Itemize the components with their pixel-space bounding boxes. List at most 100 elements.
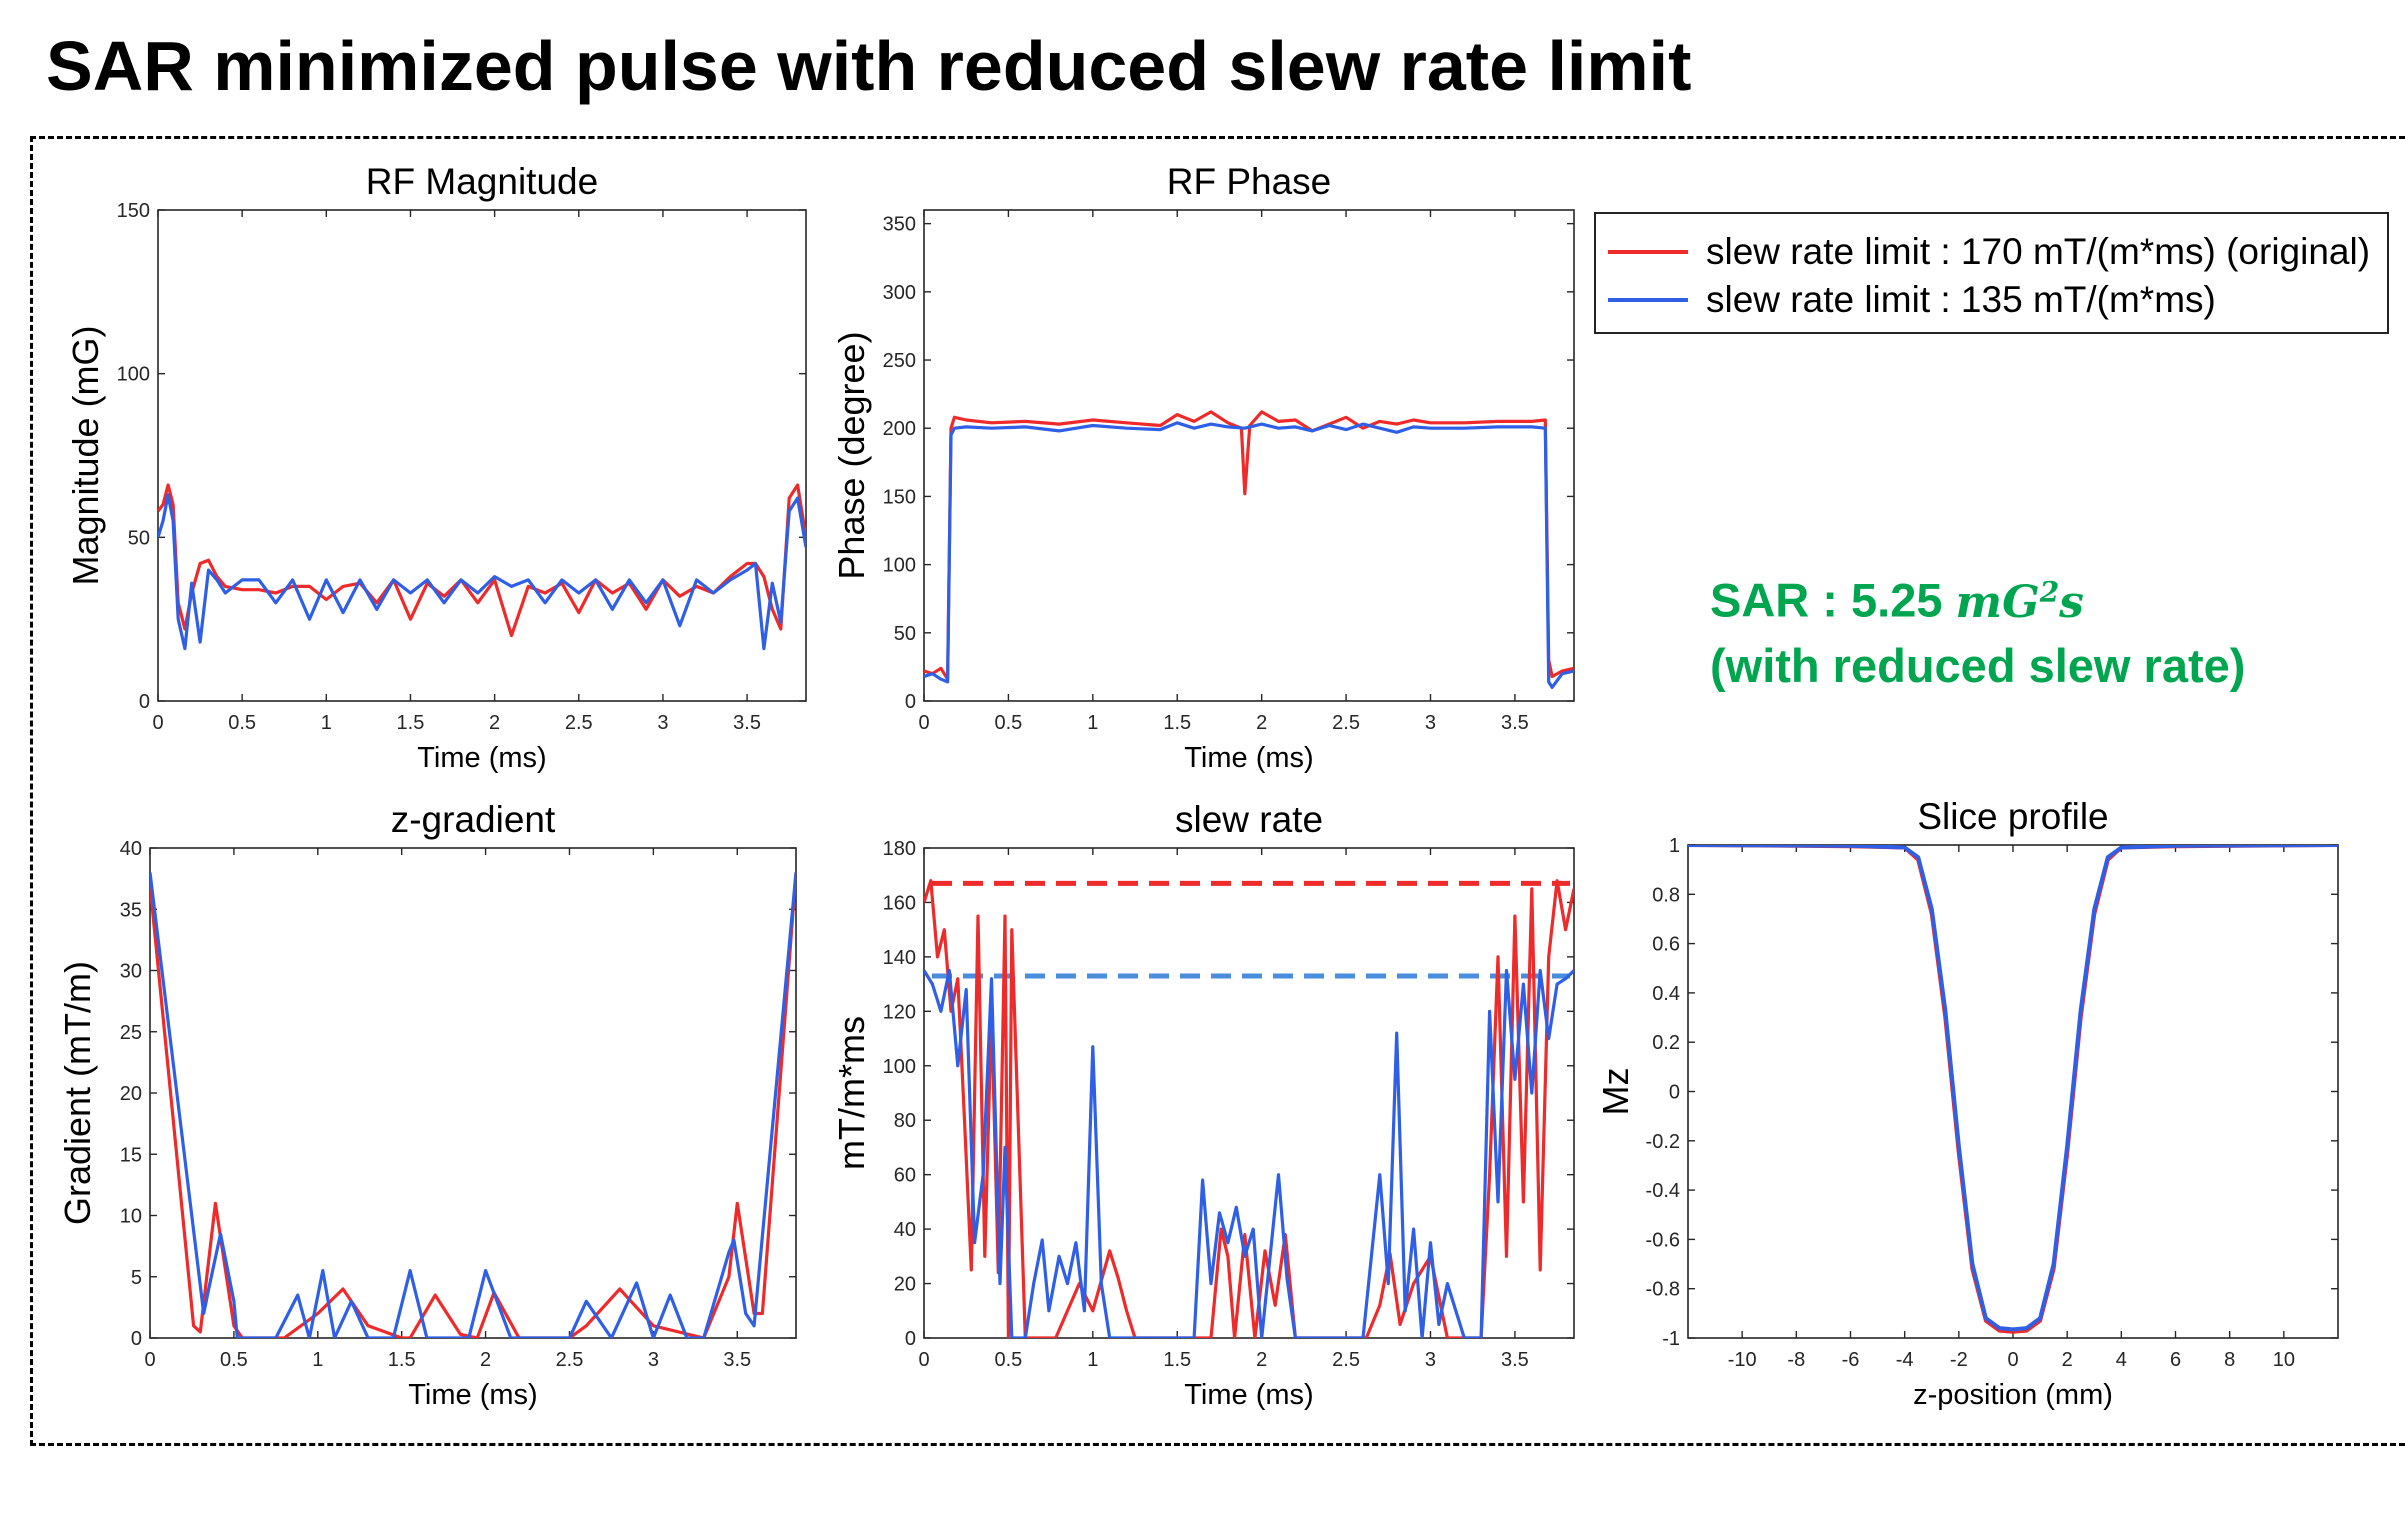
sar-annotation: SAR : 5.25 mG2s (with reduced slew rate): [1710, 560, 2245, 697]
slice-profile-xtick-label: 2: [2062, 1349, 2073, 1371]
slew-rate-ytick-label: 120: [883, 1001, 916, 1023]
rf-magnitude-xtick-label: 3.5: [733, 712, 761, 734]
rf-phase-xtick-label: 3: [1425, 712, 1436, 734]
rf-phase-series-reduced: [924, 421, 1574, 690]
z-gradient-xtick-label: 0.5: [220, 1349, 248, 1371]
rf-phase-xtick-label: 3.5: [1501, 712, 1529, 734]
slew-rate-series-reduced: [924, 968, 1574, 1338]
rf-magnitude-xtick-label: 2.5: [565, 712, 593, 734]
rf-magnitude-xtick-label: 3: [657, 712, 668, 734]
rf-magnitude-xtick-label: 2: [489, 712, 500, 734]
rf-magnitude-ylabel: Magnitude (mG): [65, 325, 106, 585]
z-gradient-series-original: [150, 872, 796, 1338]
rf-phase-title: RF Phase: [1167, 161, 1332, 202]
slice-profile-xtick-label: -2: [1950, 1349, 1968, 1371]
z-gradient-xtick-label: 0: [144, 1349, 155, 1371]
slice-profile-xtick-label: 0: [2007, 1349, 2018, 1371]
slice-profile-xlabel: z-position (mm): [1913, 1379, 2113, 1411]
slice-profile-xtick-label: 6: [2170, 1349, 2181, 1371]
slice-profile-ytick-label: -0.8: [1646, 1279, 1680, 1301]
rf-phase-ylabel: Phase (degree): [831, 331, 872, 579]
slice-profile-ytick-label: 0.2: [1652, 1032, 1680, 1054]
rf-phase-ytick-label: 300: [883, 282, 916, 304]
slice-profile-ytick-label: -0.6: [1646, 1229, 1680, 1251]
rf-phase-ytick-label: 50: [894, 623, 916, 645]
slice-profile-xtick-label: -4: [1896, 1349, 1914, 1371]
z-gradient-ylabel: Gradient (mT/m): [57, 961, 98, 1225]
slice-profile-ytick-label: -0.4: [1646, 1180, 1680, 1202]
slew-rate-ytick-label: 140: [883, 947, 916, 969]
rf-phase-xtick-label: 0: [918, 712, 929, 734]
z-gradient-ytick-label: 10: [120, 1206, 142, 1228]
rf-magnitude-title: RF Magnitude: [366, 161, 598, 202]
rf-phase-ytick-label: 200: [883, 418, 916, 440]
legend-line-red: [1608, 250, 1688, 254]
slew-rate-ytick-label: 160: [883, 892, 916, 914]
sar-note: (with reduced slew rate): [1710, 638, 2246, 692]
rf-phase-ytick-label: 350: [883, 214, 916, 236]
slice-profile-ytick-label: -0.2: [1646, 1131, 1680, 1153]
rf-magnitude-ytick-label: 50: [128, 527, 150, 549]
slew-rate-xtick-label: 1.5: [1163, 1349, 1191, 1371]
rf-phase-xtick-label: 0.5: [995, 712, 1023, 734]
z-gradient-ytick-label: 25: [120, 1022, 142, 1044]
z-gradient-ytick-label: 20: [120, 1083, 142, 1105]
slew-rate-ylabel: mT/m*ms: [831, 1016, 872, 1170]
slide-title: SAR minimized pulse with reduced slew ra…: [46, 27, 1692, 105]
legend-entry-original: slew rate limit : 170 mT/(m*ms) (origina…: [1608, 231, 2371, 272]
slice-profile-title: Slice profile: [1917, 796, 2108, 837]
slew-rate-ytick-label: 20: [894, 1274, 916, 1296]
rf-phase-xlabel: Time (ms): [1184, 742, 1313, 774]
slice-profile-axes-box: [1687, 844, 2339, 1339]
slew-rate-xtick-label: 2: [1256, 1349, 1267, 1371]
z-gradient-axes-box: [149, 847, 797, 1339]
rf-phase-xtick-label: 2.5: [1332, 712, 1360, 734]
rf-magnitude-ytick-label: 0: [139, 691, 150, 713]
slew-rate-ytick-label: 40: [894, 1219, 916, 1241]
z-gradient-xtick-label: 1: [312, 1349, 323, 1371]
slew-rate-xtick-label: 0.5: [995, 1349, 1023, 1371]
z-gradient-title: z-gradient: [391, 799, 556, 840]
slice-profile-ytick-label: 0.4: [1652, 983, 1680, 1005]
rf-magnitude-ytick-label: 100: [117, 364, 150, 386]
rf-magnitude-xtick-label: 0.5: [228, 712, 256, 734]
slew-rate-ytick-label: 80: [894, 1110, 916, 1132]
legend-line-blue: [1608, 298, 1688, 302]
slew-rate-xtick-label: 1: [1087, 1349, 1098, 1371]
z-gradient-ytick-label: 30: [120, 961, 142, 983]
z-gradient-ytick-label: 5: [131, 1267, 142, 1289]
slew-rate-xtick-label: 0: [918, 1349, 929, 1371]
rf-magnitude-xlabel: Time (ms): [417, 742, 546, 774]
rf-phase-ytick-label: 150: [883, 486, 916, 508]
slice-profile-xtick-label: -8: [1787, 1349, 1805, 1371]
z-gradient-xtick-label: 3.5: [723, 1349, 751, 1371]
slice-profile-xtick-label: 10: [2273, 1349, 2295, 1371]
slew-rate-ytick-label: 100: [883, 1056, 916, 1078]
slew-rate-ytick-label: 180: [883, 838, 916, 860]
rf-magnitude-axes-box: [157, 209, 807, 702]
z-gradient-ytick-label: 15: [120, 1144, 142, 1166]
legend: slew rate limit : 170 mT/(m*ms) (origina…: [1594, 212, 2389, 334]
z-gradient-xtick-label: 1.5: [388, 1349, 416, 1371]
legend-label: slew rate limit : 135 mT/(m*ms): [1706, 279, 2216, 320]
sar-unit: mG2s: [1955, 575, 2084, 628]
slice-profile-ytick-label: 0.6: [1652, 934, 1680, 956]
slew-rate-title: slew rate: [1175, 799, 1323, 840]
legend-label: slew rate limit : 170 mT/(m*ms) (origina…: [1706, 231, 2371, 272]
z-gradient-ytick-label: 0: [131, 1328, 142, 1350]
slew-rate-axes-box: [923, 847, 1575, 1339]
z-gradient-xtick-label: 2.5: [556, 1349, 584, 1371]
slice-profile-ylabel: Mz: [1595, 1068, 1636, 1116]
slice-profile-ytick-label: 1: [1669, 835, 1680, 857]
slice-profile-ytick-label: 0.8: [1652, 884, 1680, 906]
rf-magnitude-ytick-label: 150: [117, 200, 150, 222]
z-gradient-xlabel: Time (ms): [408, 1379, 537, 1411]
rf-phase-xtick-label: 1.5: [1163, 712, 1191, 734]
slew-rate-ytick-label: 0: [905, 1328, 916, 1350]
z-gradient-xtick-label: 3: [648, 1349, 659, 1371]
slew-rate-xtick-label: 3: [1425, 1349, 1436, 1371]
rf-phase-ytick-label: 250: [883, 350, 916, 372]
rf-magnitude-series-reduced: [158, 493, 806, 651]
rf-phase-ytick-label: 100: [883, 555, 916, 577]
